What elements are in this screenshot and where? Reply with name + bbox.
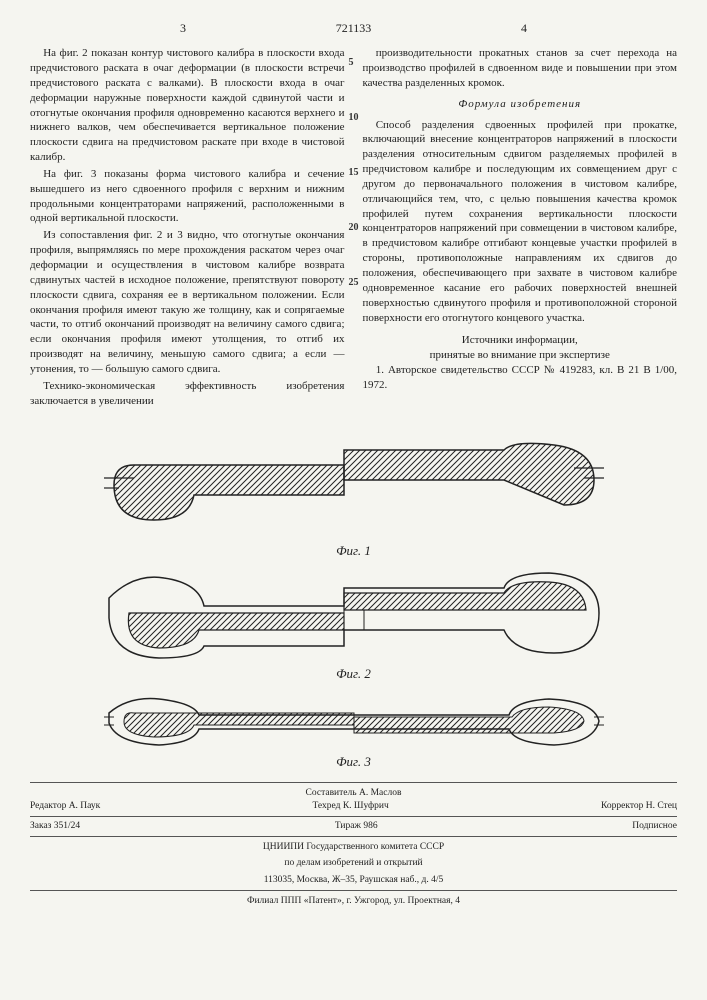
editor: Редактор А. Паук (30, 800, 100, 813)
page-num-right: 4 (521, 20, 527, 36)
formula-title: Формула изобретения (363, 97, 678, 112)
tirage: Тираж 986 (335, 820, 378, 833)
figure-3-svg (104, 691, 604, 751)
paragraph: Технико-экономическая эффективность изоб… (30, 379, 345, 409)
subscription: Подписное (632, 820, 677, 833)
text-columns: 5 10 15 20 25 На фиг. 2 показан контур ч… (30, 46, 677, 410)
header: 3 721133 4 (30, 20, 677, 36)
paragraph: Из сопоставления фиг. 2 и 3 видно, что о… (30, 228, 345, 376)
line-num: 10 (349, 111, 359, 166)
paragraph: производительности прокатных станов за с… (363, 46, 678, 91)
publisher-line-2: по делам изобретений и открытий (30, 857, 677, 870)
branch-line: Филиал ППП «Патент», г. Ужгород, ул. Про… (30, 895, 677, 908)
paragraph: На фиг. 3 показаны форма чистового калиб… (30, 167, 345, 226)
figure-3: Фиг. 3 (30, 691, 677, 771)
line-num: 20 (349, 221, 359, 276)
publisher-line-3: 113035, Москва, Ж–35, Раушская наб., д. … (30, 874, 677, 887)
order-number: Заказ 351/24 (30, 820, 80, 833)
line-numbers: 5 10 15 20 25 (349, 56, 359, 331)
figure-1: Фиг. 1 (30, 430, 677, 560)
publisher-line-1: ЦНИИПИ Государственного комитета СССР (30, 841, 677, 854)
techred: Техред К. Шуфрич (312, 800, 388, 813)
figure-1-svg (104, 430, 604, 540)
figure-1-label: Фиг. 1 (30, 542, 677, 560)
line-num: 15 (349, 166, 359, 221)
figure-3-label: Фиг. 3 (30, 753, 677, 771)
compiler: Составитель А. Маслов (30, 787, 677, 800)
document-number: 721133 (336, 21, 372, 35)
line-num: 5 (349, 56, 359, 111)
paragraph: На фиг. 2 показан контур чистового калиб… (30, 46, 345, 165)
reference-item: 1. Авторское свидетельство СССР № 419283… (363, 363, 678, 393)
figure-2: Фиг. 2 (30, 568, 677, 683)
claim-paragraph: Способ разделения сдвоенных профилей при… (363, 118, 678, 326)
left-column: На фиг. 2 показан контур чистового калиб… (30, 46, 345, 410)
figure-2-label: Фиг. 2 (30, 665, 677, 683)
right-column: производительности прокатных станов за с… (363, 46, 678, 410)
figures-section: Фиг. 1 Фиг. 2 (30, 430, 677, 770)
references-title: Источники информации, принятые во вниман… (363, 333, 678, 363)
footer: Составитель А. Маслов Редактор А. Паук Т… (30, 782, 677, 908)
line-num: 25 (349, 276, 359, 331)
figure-2-svg (104, 568, 604, 663)
page-num-left: 3 (180, 20, 186, 36)
corrector: Корректор Н. Стец (601, 800, 677, 813)
